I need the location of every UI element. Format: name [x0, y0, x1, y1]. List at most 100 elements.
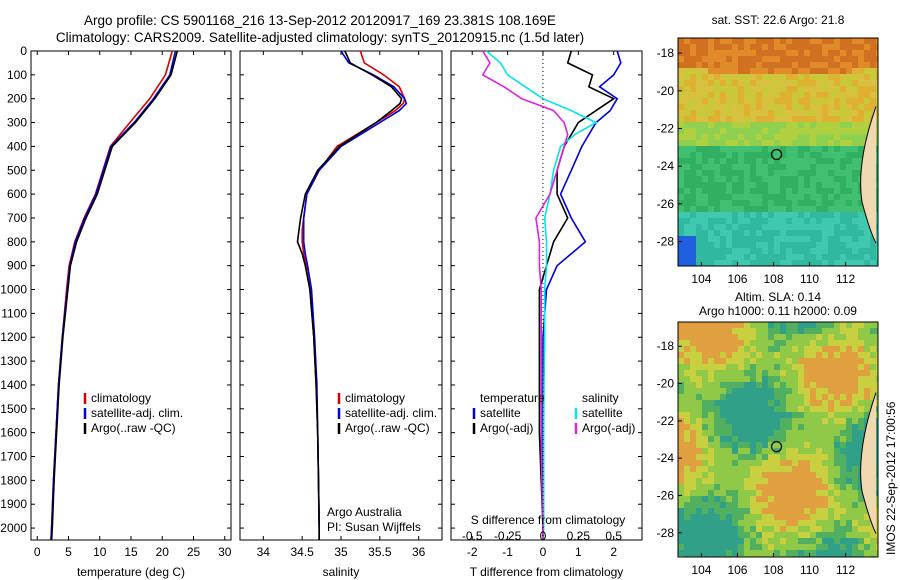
heatmap-cell: [708, 394, 714, 400]
heatmap-cell: [852, 418, 858, 424]
heatmap-cell: [780, 364, 786, 370]
heatmap-cell: [756, 454, 762, 460]
heatmap-cell: [810, 86, 816, 92]
heatmap-cell: [822, 134, 828, 140]
heatmap-cell: [690, 550, 696, 556]
heatmap-cell: [678, 230, 684, 236]
heatmap-cell: [678, 430, 684, 436]
heatmap-cell: [816, 394, 822, 400]
heatmap-cell: [852, 50, 858, 56]
heatmap-cell: [678, 514, 684, 520]
heatmap-cell: [786, 62, 792, 68]
heatmap-cell: [744, 520, 750, 526]
heatmap-cell: [708, 68, 714, 74]
heatmap-cell: [852, 484, 858, 490]
heatmap-cell: [726, 334, 732, 340]
heatmap-cell: [720, 182, 726, 188]
heatmap-cell: [744, 532, 750, 538]
heatmap-cell: [810, 430, 816, 436]
heatmap-cell: [858, 514, 864, 520]
heatmap-cell: [858, 520, 864, 526]
heatmap-cell: [816, 538, 822, 544]
heatmap-cell: [846, 38, 852, 44]
heatmap-cell: [804, 218, 810, 224]
heatmap-cell: [702, 394, 708, 400]
heatmap-cell: [690, 56, 696, 62]
heatmap-cell: [810, 544, 816, 550]
heatmap-cell: [720, 158, 726, 164]
heatmap-cell: [744, 236, 750, 242]
heatmap-cell: [822, 508, 828, 514]
heatmap-cell: [690, 260, 696, 266]
y-tick-label: 0: [20, 44, 27, 58]
heatmap-cell: [750, 478, 756, 484]
x-tick-label: 34.5: [290, 545, 314, 559]
heatmap-cell: [684, 484, 690, 490]
heatmap-cell: [876, 502, 878, 508]
heatmap-cell: [678, 92, 684, 98]
heatmap-cell: [744, 74, 750, 80]
heatmap-cell: [708, 424, 714, 430]
heatmap-cell: [774, 352, 780, 358]
heatmap-cell: [768, 508, 774, 514]
heatmap-cell: [696, 520, 702, 526]
heatmap-cell: [708, 158, 714, 164]
heatmap-cell: [786, 254, 792, 260]
heatmap-cell: [738, 260, 744, 266]
heatmap-cell: [696, 466, 702, 472]
heatmap-cell: [840, 182, 846, 188]
heatmap-cell: [726, 152, 732, 158]
heatmap-cell: [726, 74, 732, 80]
heatmap-cell: [786, 496, 792, 502]
heatmap-cell: [834, 364, 840, 370]
heatmap-cell: [768, 224, 774, 230]
heatmap-cell: [852, 212, 858, 218]
heatmap-cell: [684, 418, 690, 424]
heatmap-cell: [852, 502, 858, 508]
heatmap-cell: [738, 74, 744, 80]
heatmap-cell: [804, 334, 810, 340]
heatmap-cell: [816, 92, 822, 98]
heatmap-cell: [774, 122, 780, 128]
heatmap-cell: [720, 520, 726, 526]
heatmap-cell: [804, 74, 810, 80]
heatmap-cell: [864, 352, 870, 358]
heatmap-cell: [828, 334, 834, 340]
heatmap-cell: [828, 74, 834, 80]
heatmap-cell: [690, 406, 696, 412]
map-frame: [677, 321, 879, 558]
heatmap-cell: [696, 80, 702, 86]
y-tick-label: -24: [657, 159, 675, 173]
heatmap-cell: [810, 460, 816, 466]
heatmap-cell: [834, 152, 840, 158]
heatmap-cell: [816, 436, 822, 442]
heatmap-cell: [756, 242, 762, 248]
heatmap-cell: [750, 334, 756, 340]
heatmap-cell: [810, 370, 816, 376]
heatmap-cell: [762, 212, 768, 218]
heatmap-cell: [750, 532, 756, 538]
heatmap-cell: [768, 466, 774, 472]
heatmap-cell: [828, 382, 834, 388]
heatmap-cell: [726, 218, 732, 224]
heatmap-cell: [876, 514, 878, 520]
heatmap-cell: [696, 50, 702, 56]
heatmap-cell: [870, 382, 876, 388]
heatmap-cell: [846, 62, 852, 68]
heatmap-cell: [810, 448, 816, 454]
heatmap-cell: [804, 200, 810, 206]
heatmap-cell: [684, 406, 690, 412]
heatmap-cell: [762, 448, 768, 454]
heatmap-cell: [876, 218, 878, 224]
heatmap-cell: [768, 454, 774, 460]
heatmap-cell: [744, 334, 750, 340]
heatmap-cell: [816, 188, 822, 194]
heatmap-cell: [828, 502, 834, 508]
heatmap-cell: [852, 412, 858, 418]
heatmap-cell: [768, 412, 774, 418]
heatmap-cell: [834, 116, 840, 122]
heatmap-cell: [876, 80, 878, 86]
heatmap-cell: [720, 248, 726, 254]
heatmap-cell: [822, 212, 828, 218]
heatmap-cell: [864, 110, 870, 116]
